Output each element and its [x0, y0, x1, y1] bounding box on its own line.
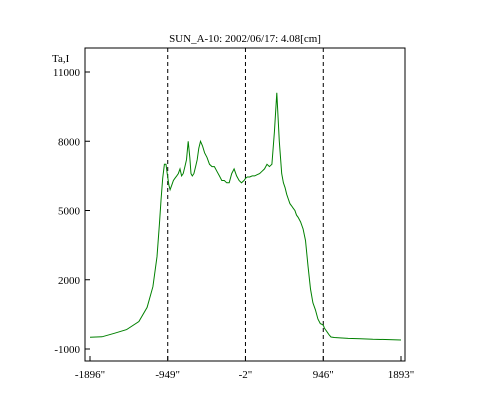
x-tick-label: 946" — [313, 369, 334, 381]
x-tick-label: -2" — [239, 369, 253, 381]
dashed-reference-lines — [167, 48, 324, 361]
series-line — [89, 92, 402, 341]
y-tick-label: 8000 — [58, 136, 81, 148]
y-axis-ticks: 11000 8000 5000 2000 -1000 — [53, 67, 90, 356]
x-axis-ticks: -1896" -949" -2" 946" 1893" — [75, 356, 414, 381]
chart-title: SUN_A-10: 2002/06/17: 4.08[cm] — [169, 33, 321, 45]
y-tick-label: 11000 — [53, 67, 81, 79]
y-tick-label: -1000 — [54, 344, 80, 356]
x-tick-label: -1896" — [75, 369, 105, 381]
x-tick-label: -949" — [155, 369, 180, 381]
y-tick-label: 5000 — [58, 206, 81, 218]
x-tick-label: 1893" — [388, 369, 415, 381]
y-axis-label: Ta,I — [52, 53, 70, 65]
y-tick-label: 2000 — [58, 275, 81, 287]
